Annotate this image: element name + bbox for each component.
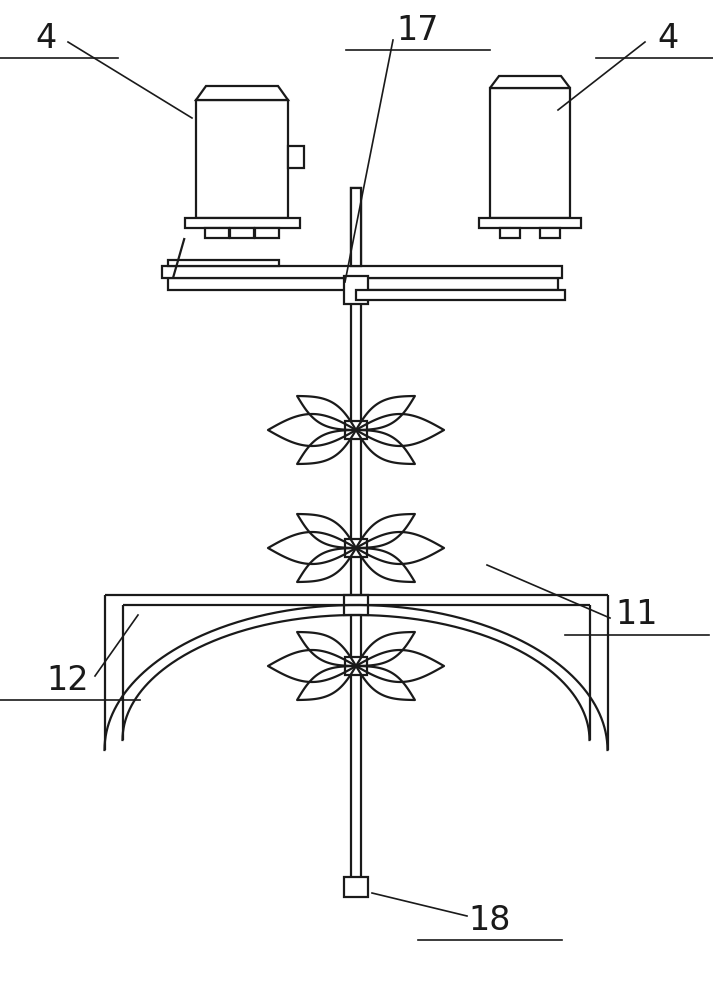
Bar (230, 228, 254, 238)
Bar (345, 657, 367, 675)
Bar (540, 228, 560, 238)
Bar (344, 595, 368, 615)
Bar (205, 228, 229, 238)
Bar (345, 539, 367, 557)
Bar (351, 188, 361, 892)
Bar (344, 877, 368, 897)
Polygon shape (490, 76, 570, 88)
Bar (356, 290, 565, 300)
Bar (255, 228, 279, 238)
Bar (196, 100, 288, 218)
Text: 12: 12 (46, 664, 89, 696)
Bar (351, 188, 361, 266)
Bar (162, 266, 562, 278)
Bar (344, 276, 368, 304)
Bar (500, 228, 520, 238)
Bar (345, 421, 367, 439)
Bar (168, 278, 558, 290)
Bar (479, 218, 581, 228)
Text: 11: 11 (616, 598, 658, 632)
Text: 4: 4 (36, 21, 56, 54)
Text: 17: 17 (396, 13, 439, 46)
Text: 18: 18 (469, 904, 511, 936)
Polygon shape (196, 86, 288, 100)
Text: 4: 4 (657, 21, 679, 54)
Bar (185, 218, 299, 228)
Bar (490, 88, 570, 218)
Bar (288, 146, 304, 168)
Bar (168, 260, 279, 266)
